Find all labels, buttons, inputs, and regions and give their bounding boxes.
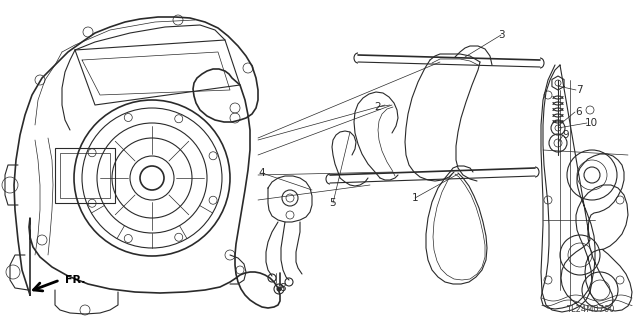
Text: 6: 6 bbox=[576, 107, 582, 117]
Text: FR.: FR. bbox=[65, 275, 86, 285]
Text: 5: 5 bbox=[330, 198, 336, 208]
Text: 4: 4 bbox=[259, 168, 266, 178]
Bar bbox=[55, 148, 115, 203]
Text: 7: 7 bbox=[576, 85, 582, 95]
Bar bbox=[60, 153, 110, 198]
Text: TL24M0700: TL24M0700 bbox=[566, 306, 614, 315]
Text: 2: 2 bbox=[374, 102, 381, 112]
Text: 3: 3 bbox=[498, 30, 504, 40]
Circle shape bbox=[277, 287, 281, 291]
Text: 8: 8 bbox=[280, 283, 286, 293]
Text: 9: 9 bbox=[563, 130, 570, 140]
Text: 10: 10 bbox=[584, 118, 598, 128]
Text: 1: 1 bbox=[412, 193, 419, 203]
